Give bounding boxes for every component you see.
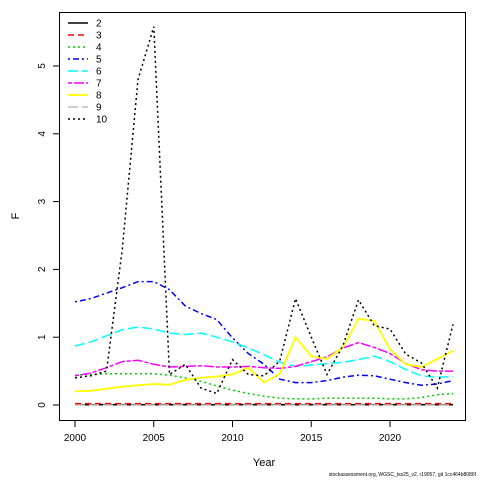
y-tick-label-0: 0 <box>37 402 48 408</box>
y-axis: 0 1 2 3 4 5 <box>37 63 60 408</box>
x-tick-label-2000: 2000 <box>64 433 87 444</box>
y-axis-label: F <box>10 212 22 219</box>
series-line-4 <box>74 373 454 400</box>
legend-label-5: 5 <box>96 55 102 66</box>
x-tick-label-2020: 2020 <box>379 433 402 444</box>
x-tick-label-2015: 2015 <box>300 433 323 444</box>
series-line-5 <box>74 280 454 387</box>
legend-label-6: 6 <box>96 67 102 78</box>
legend-label-9: 9 <box>96 103 102 114</box>
legend-label-3: 3 <box>96 31 102 42</box>
series-line-7 <box>74 341 453 377</box>
x-tick-label-2010: 2010 <box>221 433 244 444</box>
legend-label-7: 7 <box>96 79 102 90</box>
plot-lines <box>74 26 454 406</box>
legend-label-8: 8 <box>96 91 102 102</box>
x-tick-label-2005: 2005 <box>143 433 166 444</box>
series-line-6 <box>74 326 454 378</box>
legend-label-10: 10 <box>96 115 108 126</box>
y-tick-label-3: 3 <box>37 198 48 204</box>
legend-label-2: 2 <box>96 19 102 30</box>
legend-label-4: 4 <box>96 43 102 54</box>
x-axis-label: Year <box>253 457 276 469</box>
y-tick-label-5: 5 <box>37 63 48 69</box>
footer-credit: stockassessment.org, WGSC_tss25_v2, r190… <box>328 472 476 478</box>
series-line-10 <box>74 26 454 395</box>
y-tick-label-2: 2 <box>37 266 48 272</box>
y-tick-label-4: 4 <box>37 131 48 137</box>
y-tick-label-1: 1 <box>37 334 48 340</box>
x-axis: 2000 2005 2010 2015 2020 <box>64 420 402 444</box>
series-line-8 <box>74 317 454 393</box>
